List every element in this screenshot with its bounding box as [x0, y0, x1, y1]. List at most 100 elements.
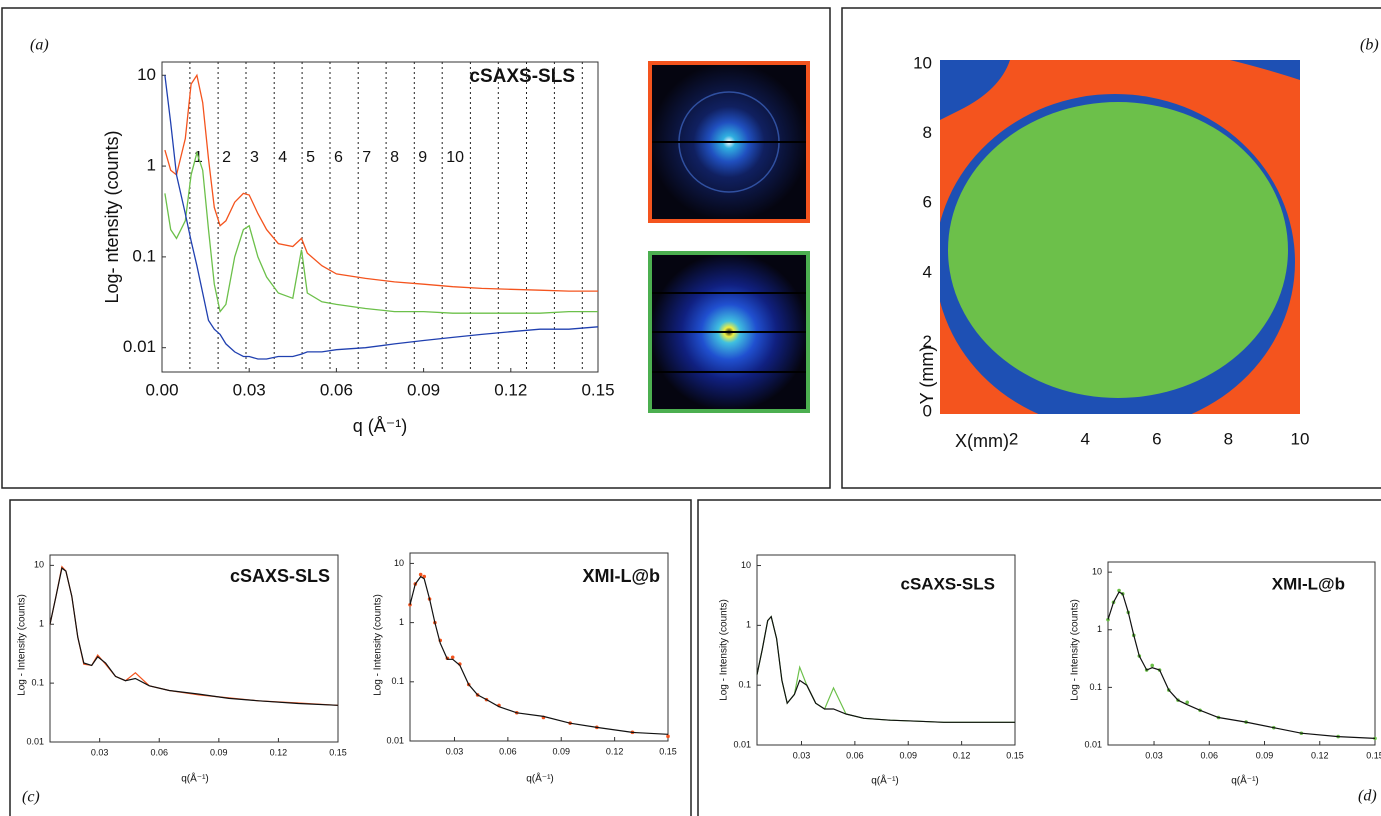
- y-axis-label: Log - Intensity (counts): [373, 594, 384, 696]
- peak-label: 6: [334, 149, 343, 166]
- series-line: [756, 615, 1015, 723]
- x-axis-label: q (Å⁻¹): [353, 416, 408, 436]
- data-point: [1117, 588, 1121, 593]
- panel-label: (b): [1360, 37, 1379, 54]
- data-point: [1185, 700, 1189, 705]
- y-tick-label: 4: [923, 262, 932, 281]
- series-line: [756, 615, 1015, 723]
- panel-frame: [697, 499, 1381, 816]
- y-tick-label: 0.1: [132, 246, 156, 265]
- x-axis-label: q(Å⁻¹): [181, 772, 209, 785]
- x-tick-label: 0.15: [1006, 750, 1024, 760]
- x-tick-label: 0.03: [793, 750, 811, 760]
- y-axis-label: Log - Intensity (counts): [1070, 599, 1081, 701]
- y-tick-label: 0.01: [386, 735, 404, 745]
- y-tick-label: 0.01: [26, 736, 44, 746]
- chart-title: cSAXS-SLS: [230, 566, 330, 586]
- series-line: [49, 567, 339, 706]
- y-tick-label: 10: [137, 65, 156, 84]
- y-axis-label: Log - Intensity (counts): [719, 599, 730, 701]
- y-tick-label: 10: [741, 560, 751, 570]
- peak-label: 9: [418, 149, 427, 166]
- y-tick-label: 10: [34, 560, 44, 570]
- plot-frame: [409, 552, 669, 742]
- x-tick-label: 0.09: [407, 380, 440, 399]
- chart-title: cSAXS-SLS: [901, 574, 995, 593]
- y-tick-label: 10: [913, 53, 932, 72]
- x-tick-label: 0.15: [581, 380, 614, 399]
- x-axis-label: q(Å⁻¹): [1231, 774, 1259, 787]
- plot-frame: [49, 554, 339, 743]
- y-tick-label: 1: [147, 156, 156, 175]
- data-point: [422, 574, 427, 579]
- x-tick-label: 0.03: [446, 746, 464, 756]
- x-tick-label: 8: [1224, 429, 1233, 448]
- x-tick-label: 0.03: [1145, 750, 1163, 760]
- y-tick-label: 0.01: [733, 739, 751, 749]
- x-tick-label: 0.03: [91, 747, 109, 757]
- x-tick-label: 0.09: [1256, 750, 1274, 760]
- panel-frame: [841, 7, 1381, 489]
- peak-label: 8: [390, 149, 399, 166]
- panel-label: (a): [30, 37, 49, 54]
- x-tick-label: 6: [1152, 429, 1161, 448]
- data-point: [666, 734, 670, 739]
- x-tick-label: 0.06: [499, 746, 517, 756]
- x-axis-label: q(Å⁻¹): [871, 774, 899, 787]
- plot-frame: [1107, 561, 1376, 746]
- y-tick-label: 0.1: [738, 680, 751, 690]
- x-tick-label: 4: [1080, 429, 1089, 448]
- chart-title: cSAXS-SLS: [469, 66, 575, 87]
- y-tick-label: 1: [399, 617, 404, 627]
- series-line: [1107, 591, 1376, 739]
- panel-label: (c): [22, 789, 40, 806]
- x-tick-label: 0.12: [606, 746, 624, 756]
- chart-title: XMI-L@b: [1272, 574, 1345, 593]
- y-tick-label: 2: [923, 332, 932, 351]
- panel-frame: [9, 499, 692, 816]
- y-tick-label: 1: [746, 620, 751, 630]
- x-tick-label: 0.06: [1201, 750, 1219, 760]
- y-tick-label: 0.1: [1089, 682, 1102, 692]
- data-point: [450, 655, 455, 660]
- x-tick-label: 2: [1009, 429, 1018, 448]
- peak-label: 5: [306, 149, 315, 166]
- panel-frame: [1, 7, 831, 489]
- chart-title: XMI-L@b: [582, 566, 660, 586]
- y-tick-label: 6: [923, 193, 932, 212]
- series-line: [164, 75, 599, 360]
- peak-label: 10: [446, 149, 464, 166]
- series-line: [164, 73, 598, 292]
- peak-label: 2: [222, 149, 231, 166]
- x-tick-label: 0.06: [846, 750, 864, 760]
- y-axis-label: Log - Intensity (counts): [17, 594, 28, 696]
- x-tick-label: 0.09: [210, 747, 228, 757]
- y-tick-label: 10: [1092, 567, 1102, 577]
- y-tick-label: 10: [394, 558, 404, 568]
- plot-frame: [756, 554, 1016, 746]
- x-axis-label: X(mm): [955, 431, 1009, 451]
- x-tick-label: 10: [1291, 429, 1310, 448]
- y-tick-label: 8: [923, 123, 932, 142]
- x-tick-label: 0.15: [329, 747, 347, 757]
- x-tick-label: 0.12: [953, 750, 971, 760]
- data-point: [1373, 736, 1377, 741]
- peak-label: 7: [362, 149, 371, 166]
- x-tick-label: 0.15: [1366, 750, 1381, 760]
- panel-label: (d): [1358, 788, 1377, 805]
- x-axis-label: q(Å⁻¹): [526, 772, 554, 785]
- series-line: [164, 150, 598, 314]
- x-tick-label: 0.06: [320, 380, 353, 399]
- x-tick-label: 0.09: [552, 746, 570, 756]
- data-point: [1150, 663, 1154, 668]
- x-tick-label: 0.12: [494, 380, 527, 399]
- y-axis-label: Log- ntensity (counts): [102, 130, 122, 303]
- x-tick-label: 0.03: [233, 380, 266, 399]
- x-tick-label: 0.15: [659, 746, 677, 756]
- y-tick-label: 0.01: [123, 337, 156, 356]
- peak-label: 3: [250, 149, 259, 166]
- y-tick-label: 0.1: [31, 677, 44, 687]
- series-line: [409, 575, 669, 735]
- detector-image: [648, 61, 810, 223]
